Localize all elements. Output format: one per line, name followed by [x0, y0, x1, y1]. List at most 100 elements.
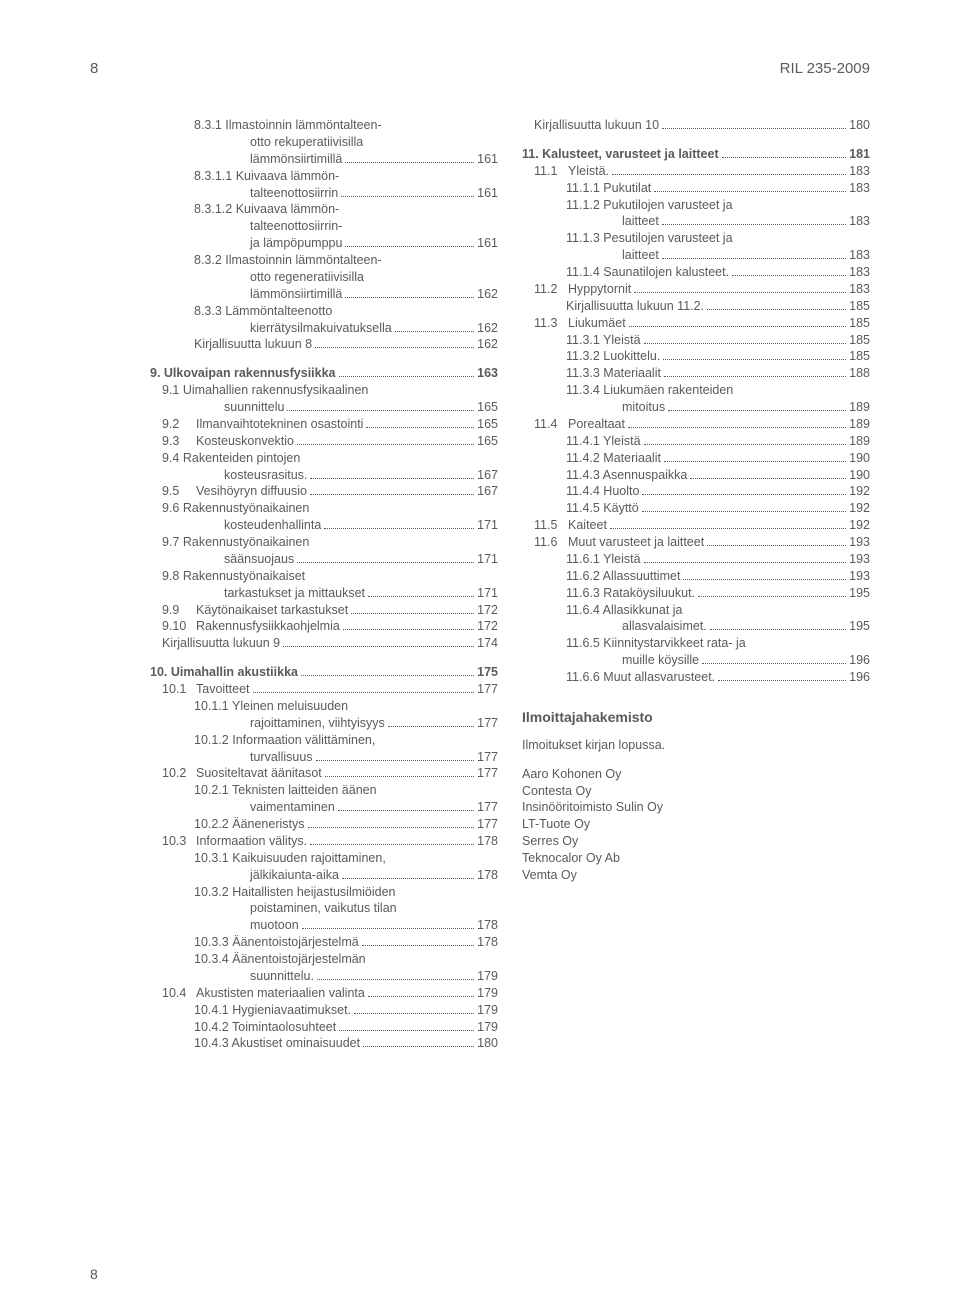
toc-entry: laitteet183	[522, 247, 870, 264]
toc-entry: 11.6.2 Allassuuttimet193	[522, 568, 870, 585]
toc-entry: kosteusrasitus.167	[150, 467, 498, 484]
toc-entry: 10.1Tavoitteet177	[150, 681, 498, 698]
toc-right-column: Kirjallisuutta lukuun 10180 11. Kalusteet…	[522, 117, 870, 1052]
toc-entry: 10.3.2 Haitallisten heijastusilmiöiden	[150, 884, 498, 901]
toc-entry: 9.8 Rakennustyönaikaiset	[150, 568, 498, 585]
toc-entry: kierrätysilmakuivatuksella162	[150, 320, 498, 337]
toc-entry: laitteet183	[522, 213, 870, 230]
toc-entry: ja lämpöpumppu161	[150, 235, 498, 252]
toc-entry: Kirjallisuutta lukuun 8162	[150, 336, 498, 353]
toc-entry: 11.5Kaiteet192	[522, 517, 870, 534]
toc-entry: 10. Uimahallin akustiikka175	[150, 664, 498, 681]
toc-entry: 11.4.3 Asennuspaikka190	[522, 467, 870, 484]
toc-entry: 11.2Hyppytornit183	[522, 281, 870, 298]
toc-columns: 8.3.1 Ilmastoinnin lämmöntalteen-otto re…	[90, 117, 870, 1052]
toc-entry: 9.3Kosteuskonvektio165	[150, 433, 498, 450]
toc-entry: 11.6.4 Allasikkunat ja	[522, 602, 870, 619]
advertiser-title: Ilmoittajahakemisto	[522, 708, 870, 727]
toc-left-column: 8.3.1 Ilmastoinnin lämmöntalteen-otto re…	[90, 117, 498, 1052]
toc-entry: 9.1 Uimahallien rakennusfysikaalinen	[150, 382, 498, 399]
footer-page-number: 8	[90, 1266, 98, 1282]
toc-entry: 9.4 Rakenteiden pintojen	[150, 450, 498, 467]
toc-entry: 10.1.1 Yleinen meluisuuden	[150, 698, 498, 715]
toc-entry: 10.2.2 Ääneneristys177	[150, 816, 498, 833]
toc-entry: 10.4.2 Toimintaolosuhteet179	[150, 1019, 498, 1036]
toc-entry: 10.3.3 Äänentoistojärjestelmä178	[150, 934, 498, 951]
toc-entry: 10.4.3 Akustiset ominaisuudet180	[150, 1035, 498, 1052]
toc-entry: 11.6.3 Rataköysiluukut.195	[522, 585, 870, 602]
advertiser-item: Vemta Oy	[522, 867, 870, 884]
toc-entry: 8.3.2 Ilmastoinnin lämmöntalteen-	[150, 252, 498, 269]
toc-entry: 9.2Ilmanvaihtotekninen osastointi165	[150, 416, 498, 433]
toc-entry: allasvalaisimet.195	[522, 618, 870, 635]
toc-entry: 8.3.1.2 Kuivaava lämmön-	[150, 201, 498, 218]
advertiser-item: Insinööritoimisto Sulin Oy	[522, 799, 870, 816]
toc-entry: 11.3Liukumäet185	[522, 315, 870, 332]
toc-entry: 10.3.4 Äänentoistojärjestelmän	[150, 951, 498, 968]
toc-entry: 11.3.3 Materiaalit188	[522, 365, 870, 382]
toc-entry: muille köysille196	[522, 652, 870, 669]
advertiser-list: Aaro Kohonen OyContesta OyInsinööritoimi…	[522, 766, 870, 884]
toc-entry: 11. Kalusteet, varusteet ja laitteet181	[522, 146, 870, 163]
toc-entry: rajoittaminen, viihtyisyys177	[150, 715, 498, 732]
advertiser-item: Teknocalor Oy Ab	[522, 850, 870, 867]
toc-entry: 10.4.1 Hygieniavaatimukset.179	[150, 1002, 498, 1019]
toc-entry: lämmönsiirtimillä162	[150, 286, 498, 303]
toc-entry: 8.3.1.1 Kuivaava lämmön-	[150, 168, 498, 185]
toc-entry: Kirjallisuutta lukuun 11.2.185	[522, 298, 870, 315]
toc-entry: 10.1.2 Informaation välittäminen,	[150, 732, 498, 749]
toc-entry: jälkikaiunta-aika178	[150, 867, 498, 884]
advertiser-item: Contesta Oy	[522, 783, 870, 800]
advertiser-item: LT-Tuote Oy	[522, 816, 870, 833]
toc-entry: 11.4.5 Käyttö192	[522, 500, 870, 517]
toc-entry: säänsuojaus171	[150, 551, 498, 568]
toc-entry: poistaminen, vaikutus tilan	[150, 900, 498, 917]
toc-entry: 11.1.2 Pukutilojen varusteet ja	[522, 197, 870, 214]
toc-entry: 11.1Yleistä.183	[522, 163, 870, 180]
toc-entry: 8.3.3 Lämmöntalteenotto	[150, 303, 498, 320]
toc-entry: 11.4Porealtaat189	[522, 416, 870, 433]
toc-entry: suunnittelu165	[150, 399, 498, 416]
toc-entry: 11.6.1 Yleistä193	[522, 551, 870, 568]
toc-entry: talteenottosiirrin161	[150, 185, 498, 202]
toc-entry: 8.3.1 Ilmastoinnin lämmöntalteen-	[150, 117, 498, 134]
toc-entry: 11.4.4 Huolto192	[522, 483, 870, 500]
toc-entry: 9.9Käytönaikaiset tarkastukset172	[150, 602, 498, 619]
toc-entry: 11.1.4 Saunatilojen kalusteet.183	[522, 264, 870, 281]
toc-entry: muotoon178	[150, 917, 498, 934]
header-page-number: 8	[90, 60, 98, 77]
toc-entry: tarkastukset ja mittaukset171	[150, 585, 498, 602]
toc-entry: 10.4Akustisten materiaalien valinta179	[150, 985, 498, 1002]
toc-entry: 9.6 Rakennustyönaikainen	[150, 500, 498, 517]
page-header: 8 RIL 235-2009	[90, 60, 870, 77]
toc-entry: 11.4.1 Yleistä189	[522, 433, 870, 450]
toc-entry: suunnittelu.179	[150, 968, 498, 985]
advertiser-note: Ilmoitukset kirjan lopussa.	[522, 737, 870, 754]
toc-entry: 11.6.6 Muut allasvarusteet.196	[522, 669, 870, 686]
toc-entry: 11.3.4 Liukumäen rakenteiden	[522, 382, 870, 399]
toc-entry: 9.5Vesihöyryn diffuusio167	[150, 483, 498, 500]
header-doc-id: RIL 235-2009	[780, 60, 870, 77]
toc-entry: vaimentaminen177	[150, 799, 498, 816]
toc-entry: otto regeneratiivisilla	[150, 269, 498, 286]
toc-entry: 11.1.3 Pesutilojen varusteet ja	[522, 230, 870, 247]
toc-entry: 10.2.1 Teknisten laitteiden äänen	[150, 782, 498, 799]
page: 8 RIL 235-2009 8.3.1 Ilmastoinnin lämmön…	[0, 0, 960, 1312]
toc-entry: otto rekuperatiivisilla	[150, 134, 498, 151]
toc-entry: Kirjallisuutta lukuun 9174	[150, 635, 498, 652]
toc-entry: turvallisuus177	[150, 749, 498, 766]
advertiser-item: Aaro Kohonen Oy	[522, 766, 870, 783]
toc-entry: 11.1.1 Pukutilat183	[522, 180, 870, 197]
toc-entry: 9.10Rakennusfysiikkaohjelmia172	[150, 618, 498, 635]
toc-entry: 9.7 Rakennustyönaikainen	[150, 534, 498, 551]
toc-entry: 11.3.1 Yleistä185	[522, 332, 870, 349]
toc-entry: lämmönsiirtimillä161	[150, 151, 498, 168]
toc-entry: kosteudenhallinta171	[150, 517, 498, 534]
toc-entry: 9. Ulkovaipan rakennusfysiikka163	[150, 365, 498, 382]
advertiser-item: Serres Oy	[522, 833, 870, 850]
toc-entry: talteenottosiirrin-	[150, 218, 498, 235]
toc-entry: 10.2Suositeltavat äänitasot177	[150, 765, 498, 782]
toc-entry: 10.3Informaation välitys.178	[150, 833, 498, 850]
toc-entry: mitoitus189	[522, 399, 870, 416]
toc-entry: Kirjallisuutta lukuun 10180	[522, 117, 870, 134]
